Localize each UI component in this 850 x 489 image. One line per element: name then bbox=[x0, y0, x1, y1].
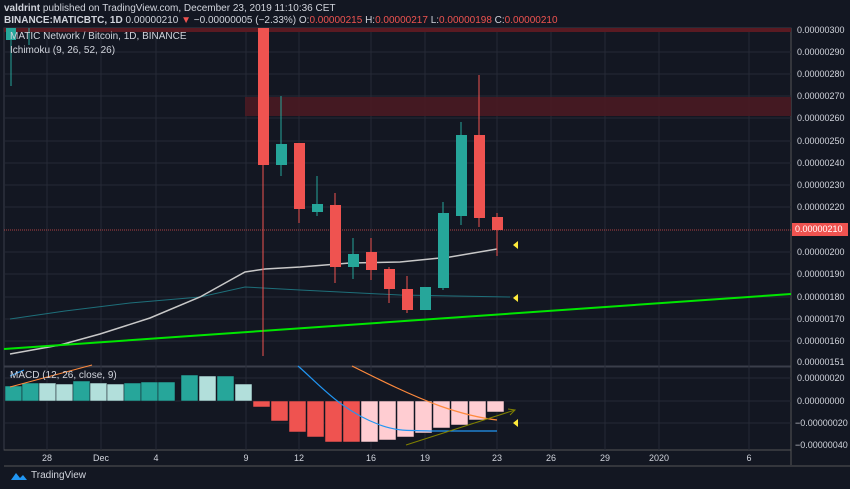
publish-info: valdrint published on TradingView.com, D… bbox=[4, 3, 336, 14]
svg-text:0.00000240: 0.00000240 bbox=[797, 158, 845, 168]
brand-name: TradingView bbox=[31, 470, 87, 481]
svg-text:19: 19 bbox=[420, 453, 430, 463]
svg-text:2020: 2020 bbox=[649, 453, 669, 463]
candle-up bbox=[276, 144, 287, 165]
symbol: BINANCE:MATICBTC, 1D bbox=[4, 15, 123, 26]
svg-text:0.00000260: 0.00000260 bbox=[797, 113, 845, 123]
svg-text:29: 29 bbox=[600, 453, 610, 463]
svg-text:4: 4 bbox=[153, 453, 158, 463]
current-price-label: 0.00000210 bbox=[792, 223, 848, 236]
svg-text:16: 16 bbox=[366, 453, 376, 463]
svg-text:23: 23 bbox=[492, 453, 502, 463]
svg-text:0.00000300: 0.00000300 bbox=[797, 25, 845, 35]
candle-down bbox=[492, 217, 503, 230]
candle-down bbox=[384, 269, 395, 289]
macd-line bbox=[297, 365, 497, 432]
svg-text:0.00000170: 0.00000170 bbox=[797, 314, 845, 324]
svg-text:6: 6 bbox=[746, 453, 751, 463]
open-value: 0.00000215 bbox=[309, 15, 363, 26]
svg-text:0.00000290: 0.00000290 bbox=[797, 47, 845, 57]
high-value: 0.00000217 bbox=[375, 15, 428, 26]
open-label: O: bbox=[298, 15, 310, 26]
svg-text:9: 9 bbox=[243, 453, 248, 463]
svg-text:0.00000020: 0.00000020 bbox=[797, 373, 845, 383]
candle-up bbox=[348, 254, 359, 267]
svg-text:0.00000220: 0.00000220 bbox=[797, 202, 845, 212]
ichimoku-tenkan-line bbox=[9, 248, 498, 355]
price-pane[interactable] bbox=[3, 27, 792, 367]
macd-signal-line bbox=[351, 365, 498, 421]
svg-text:−0.00000020: −0.00000020 bbox=[795, 418, 848, 428]
candle-down bbox=[330, 205, 341, 267]
svg-text:0.00000180: 0.00000180 bbox=[797, 292, 845, 302]
low-value: 0.00000198 bbox=[439, 15, 492, 26]
candle-down bbox=[294, 143, 305, 209]
marker-icon bbox=[513, 294, 518, 302]
low-label: L: bbox=[430, 15, 440, 26]
candle-down bbox=[366, 252, 377, 270]
macd-signal-line-left bbox=[9, 364, 93, 388]
close-label: C: bbox=[494, 15, 505, 26]
svg-text:0.00000270: 0.00000270 bbox=[797, 91, 845, 101]
publisher-name: valdrint bbox=[4, 3, 41, 14]
top-resistance-band bbox=[4, 28, 791, 32]
divergence-trendline[interactable] bbox=[405, 409, 516, 446]
candle-up bbox=[438, 213, 449, 288]
down-arrow-icon: ▼ bbox=[181, 15, 192, 26]
price-change: −0.00000005 (−2.33%) bbox=[193, 15, 297, 26]
resistance-zone[interactable] bbox=[245, 97, 791, 116]
candle-up bbox=[420, 287, 431, 310]
price-axis: 0.00000300 0.00000290 0.00000280 0.0000027… bbox=[795, 25, 848, 450]
svg-text:0.00000200: 0.00000200 bbox=[797, 247, 845, 257]
svg-text:Dec: Dec bbox=[93, 453, 110, 463]
svg-text:0.00000160: 0.00000160 bbox=[797, 336, 845, 346]
svg-text:0.00000000: 0.00000000 bbox=[797, 396, 845, 406]
macd-line-left bbox=[9, 369, 25, 377]
candles bbox=[258, 28, 503, 356]
candle-up bbox=[456, 135, 467, 216]
ichimoku-kijun-line bbox=[9, 286, 511, 320]
svg-text:0.00000151: 0.00000151 bbox=[797, 357, 845, 367]
ascending-trendline[interactable] bbox=[3, 293, 792, 350]
svg-text:0.00000250: 0.00000250 bbox=[797, 136, 845, 146]
marker-icon bbox=[513, 241, 518, 249]
svg-text:28: 28 bbox=[42, 453, 52, 463]
svg-text:12: 12 bbox=[294, 453, 304, 463]
close-value: 0.00000210 bbox=[504, 15, 558, 26]
macd-legend[interactable]: MACD (12, 26, close, 9) bbox=[10, 370, 117, 381]
svg-text:−0.00000040: −0.00000040 bbox=[795, 440, 848, 450]
time-axis: 28 Dec 4 9 12 16 19 23 26 29 2020 6 bbox=[42, 453, 752, 463]
symbol-info: BINANCE:MATICBTC, 1D 0.00000210 ▼ −0.000… bbox=[4, 15, 558, 26]
candle-down bbox=[258, 28, 269, 165]
last-price: 0.00000210 bbox=[125, 15, 179, 26]
arrow-head-icon bbox=[507, 408, 517, 416]
svg-text:26: 26 bbox=[546, 453, 556, 463]
chart-legend-title[interactable]: MATIC Network / Bitcoin, 1D, BINANCE bbox=[10, 31, 187, 42]
ichimoku-legend[interactable]: Ichimoku (9, 26, 52, 26) bbox=[10, 45, 116, 56]
svg-text:0.00000190: 0.00000190 bbox=[797, 269, 845, 279]
tradingview-logo[interactable]: TradingView bbox=[10, 470, 86, 481]
svg-text:0.00000280: 0.00000280 bbox=[797, 69, 845, 79]
candle-down bbox=[402, 289, 413, 310]
high-label: H: bbox=[365, 15, 376, 26]
candle-up bbox=[312, 204, 323, 212]
marker-icon bbox=[513, 419, 518, 427]
published-text: published on TradingView.com, December 2… bbox=[42, 3, 336, 14]
candle-down bbox=[474, 135, 485, 218]
svg-text:0.00000230: 0.00000230 bbox=[797, 180, 845, 190]
tradingview-cloud-icon bbox=[11, 472, 27, 480]
